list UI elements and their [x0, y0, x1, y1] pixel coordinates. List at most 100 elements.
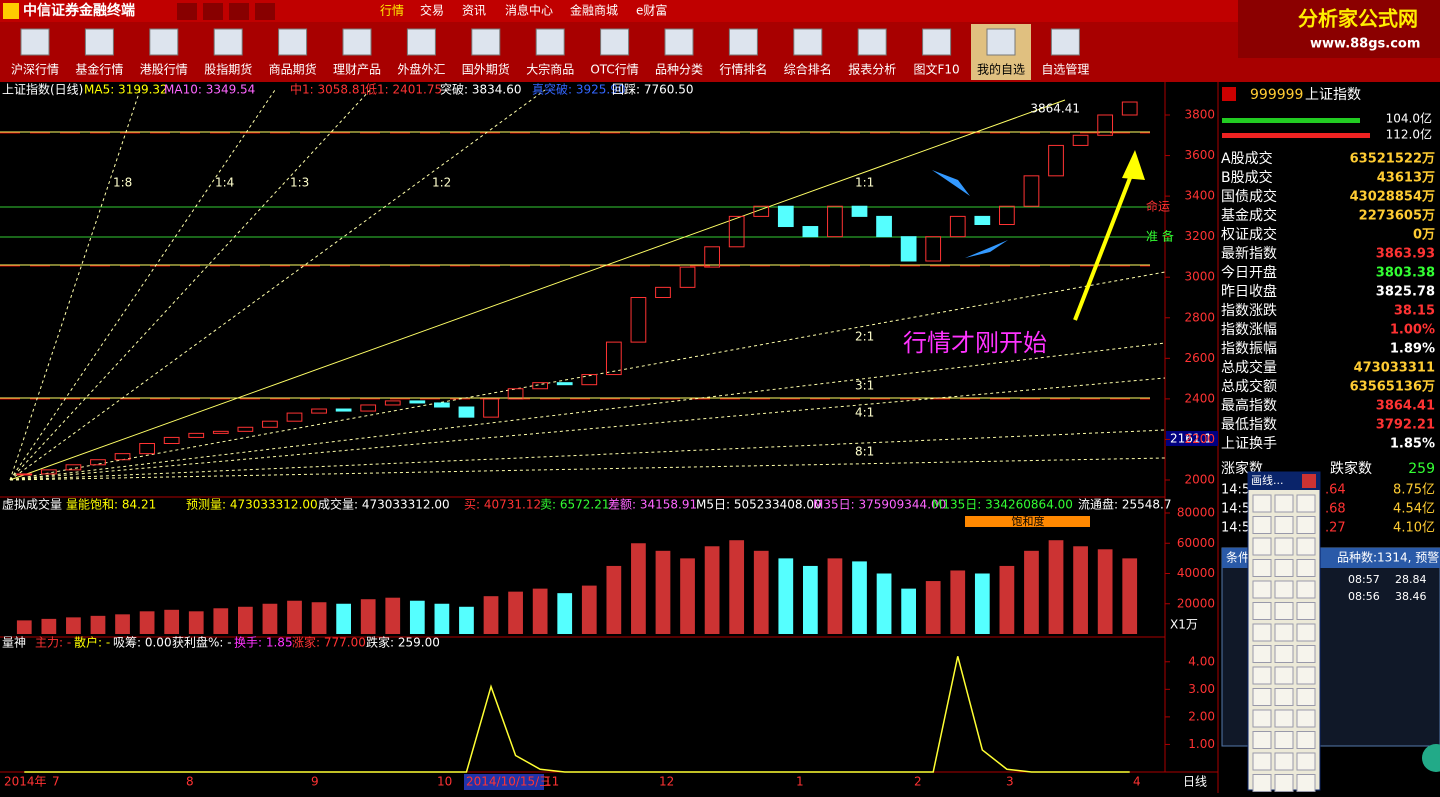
toolbar-label[interactable]: 品种分类: [655, 63, 703, 77]
close-btn[interactable]: [1302, 474, 1316, 488]
volume-bar: [459, 606, 474, 634]
toolbar-icon[interactable]: [986, 28, 1016, 56]
toolbar-icon[interactable]: [278, 28, 308, 56]
toolbar-label[interactable]: 沪深行情: [11, 63, 59, 77]
nav-item[interactable]: 金融商城: [570, 3, 618, 18]
up-btn[interactable]: [255, 3, 275, 20]
toolbar-icon[interactable]: [664, 28, 694, 56]
tool-button[interactable]: [1252, 688, 1272, 706]
toolbar-label[interactable]: 股指期货: [204, 62, 252, 77]
tool-button[interactable]: [1274, 645, 1294, 663]
toolbar-label[interactable]: 基金行情: [75, 62, 123, 77]
home-btn[interactable]: [177, 3, 197, 20]
toolbar-icon[interactable]: [406, 28, 436, 56]
toolbar-icon[interactable]: [728, 28, 758, 56]
tool-button[interactable]: [1296, 688, 1316, 706]
tool-button[interactable]: [1274, 731, 1294, 749]
toolbar-label[interactable]: 报表分析: [848, 62, 896, 77]
tool-button[interactable]: [1274, 602, 1294, 620]
fwd-btn[interactable]: [229, 3, 249, 20]
toolbar-label[interactable]: 港股行情: [140, 63, 188, 77]
title-bar: [0, 0, 1440, 22]
nav-item[interactable]: 消息中心: [505, 3, 553, 18]
fib-label: 4:1: [855, 406, 874, 420]
tool-button[interactable]: [1296, 580, 1316, 599]
back-btn[interactable]: [203, 3, 223, 20]
nav-item[interactable]: 交易: [420, 3, 444, 18]
candle: [311, 408, 327, 414]
float-icon[interactable]: [1422, 744, 1440, 772]
candle: [188, 432, 205, 438]
tool-button[interactable]: [1274, 559, 1294, 577]
tool-button[interactable]: [1274, 516, 1294, 534]
toolbar-label[interactable]: 自选管理: [1041, 62, 1089, 77]
popup-time: 08:57: [1348, 573, 1380, 586]
tool-button[interactable]: [1252, 709, 1272, 728]
toolbar-icon[interactable]: [149, 28, 179, 56]
toolbar-icon[interactable]: [20, 28, 50, 56]
candle: [114, 453, 131, 461]
tool-button[interactable]: [1296, 559, 1316, 577]
tool-button[interactable]: [1252, 623, 1272, 642]
trade-time: 14:5: [1221, 521, 1250, 536]
tool-button[interactable]: [1252, 752, 1272, 771]
volume-bar: [876, 573, 892, 634]
tool-button[interactable]: [1296, 709, 1316, 728]
toolbar-label[interactable]: 商品期货: [269, 62, 317, 77]
tool-button[interactable]: [1296, 623, 1316, 642]
tool-button[interactable]: [1296, 752, 1316, 771]
toolbar-label[interactable]: 图文F10: [914, 62, 960, 77]
toolbar-icon[interactable]: [342, 28, 372, 56]
tool-button[interactable]: [1296, 774, 1316, 792]
toolbar-icon[interactable]: [471, 28, 501, 56]
tool-button[interactable]: [1274, 688, 1294, 706]
toolbar-label[interactable]: OTC行情: [590, 63, 638, 77]
toolbar-label[interactable]: 大宗商品: [526, 62, 574, 77]
tool-button[interactable]: [1252, 516, 1272, 534]
panel-header: 虚拟成交量: [2, 497, 62, 512]
toolbar-icon[interactable]: [535, 28, 565, 56]
toolbar-icon[interactable]: [1050, 28, 1080, 56]
tool-button[interactable]: [1274, 494, 1294, 513]
panel-header: 量能饱和: 84.21: [66, 497, 156, 512]
tool-button[interactable]: [1274, 580, 1294, 599]
tool-button[interactable]: [1296, 494, 1316, 513]
toolbar-icon[interactable]: [213, 28, 243, 56]
y-tick-label: 1.00: [1188, 737, 1215, 751]
tool-button[interactable]: [1252, 580, 1272, 599]
toolbar-label[interactable]: 综合排名: [784, 62, 832, 77]
tool-button[interactable]: [1252, 645, 1272, 663]
tool-button[interactable]: [1274, 752, 1294, 771]
toolbar-icon[interactable]: [793, 28, 823, 56]
tool-button[interactable]: [1252, 666, 1272, 685]
toolbar-icon[interactable]: [922, 28, 952, 56]
toolbar-icon[interactable]: [857, 28, 887, 56]
tool-button[interactable]: [1296, 731, 1316, 749]
tool-button[interactable]: [1274, 666, 1294, 685]
nav-item[interactable]: 资讯: [462, 4, 486, 18]
tool-button[interactable]: [1274, 774, 1294, 792]
toolbar-label[interactable]: 理财产品: [333, 63, 381, 77]
nav-item[interactable]: e财富: [636, 3, 667, 18]
toolbar-label[interactable]: 我的自选: [977, 62, 1025, 77]
toolbar-label[interactable]: 国外期货: [462, 62, 510, 77]
tool-button[interactable]: [1296, 602, 1316, 620]
tool-button[interactable]: [1252, 774, 1272, 792]
toolbar-label[interactable]: 外盘外汇: [397, 62, 445, 77]
tool-button[interactable]: [1274, 709, 1294, 728]
tool-button[interactable]: [1252, 537, 1272, 556]
toolbar-icon[interactable]: [600, 28, 630, 56]
toolbar-label[interactable]: 行情排名: [719, 62, 767, 77]
tool-button[interactable]: [1252, 731, 1272, 749]
nav-item[interactable]: 行情: [380, 4, 404, 18]
tool-button[interactable]: [1274, 623, 1294, 642]
tool-button[interactable]: [1252, 602, 1272, 620]
tool-button[interactable]: [1296, 645, 1316, 663]
toolbar-icon[interactable]: [84, 28, 114, 56]
tool-button[interactable]: [1296, 537, 1316, 556]
tool-button[interactable]: [1296, 666, 1316, 685]
tool-button[interactable]: [1296, 516, 1316, 534]
tool-button[interactable]: [1274, 537, 1294, 556]
tool-button[interactable]: [1252, 559, 1272, 577]
tool-button[interactable]: [1252, 494, 1272, 513]
